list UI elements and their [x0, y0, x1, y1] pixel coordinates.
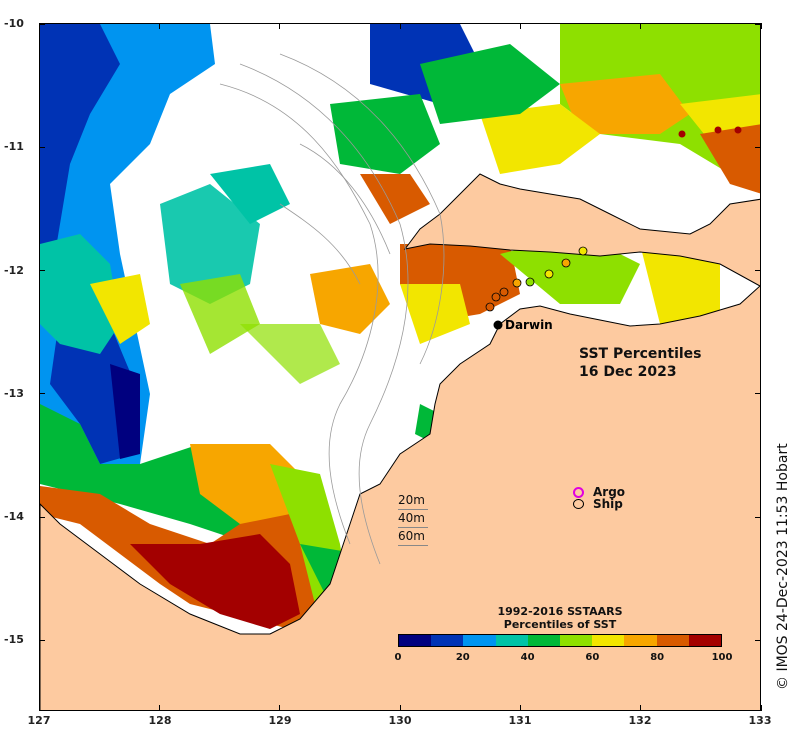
colorbar-swatch: [688, 635, 722, 646]
colorbar-swatch: [463, 635, 496, 646]
colorbar-swatch: [431, 635, 464, 646]
x-tick-mark: [760, 705, 762, 711]
x-tick-mark: [38, 705, 40, 711]
x-tick-mark: [279, 705, 281, 711]
y-tick-mark: [755, 516, 761, 518]
land-mass: [40, 173, 760, 710]
x-tick-mark: [158, 23, 160, 29]
y-tick-mark: [755, 23, 761, 25]
isobaths: [219, 53, 445, 565]
colorbar-tick: 40: [520, 652, 535, 663]
y-tick-mark: [755, 146, 761, 148]
y-tick-label: -12: [4, 264, 24, 277]
map-title: SST Percentiles 16 Dec 2023: [579, 345, 702, 381]
x-tick-label: 127: [27, 714, 51, 727]
symbol-legend: Argo Ship: [573, 486, 625, 510]
colorbar-swatch: [527, 635, 561, 646]
colorbar-tick: 100: [711, 652, 733, 663]
colorbar-swatch: [656, 635, 689, 646]
y-tick-mark: [39, 640, 45, 641]
map-area[interactable]: [39, 23, 761, 711]
colorbar-title-line2: Percentiles of SST: [503, 618, 617, 631]
colorbar: [398, 634, 722, 647]
x-tick-label: 128: [148, 714, 172, 727]
x-tick-mark: [760, 23, 762, 29]
x-tick-mark: [399, 705, 401, 711]
x-tick-mark: [38, 23, 40, 29]
darwin-label: Darwin: [505, 318, 553, 332]
ship-marker-icon: [573, 499, 584, 509]
y-tick-mark: [755, 393, 761, 395]
colorbar-swatch: [592, 635, 625, 646]
x-tick-mark: [158, 705, 160, 711]
colorbar-tick: 0: [394, 652, 402, 663]
y-tick-mark: [39, 270, 45, 272]
x-tick-label: 132: [628, 714, 652, 727]
x-tick-mark: [640, 705, 642, 711]
y-tick-mark: [39, 23, 45, 25]
colorbar-tick: 80: [650, 652, 665, 663]
y-tick-label: -10: [4, 17, 24, 30]
x-tick-label: 129: [268, 714, 292, 727]
colorbar-tick: 20: [455, 652, 470, 663]
argo-label: Argo: [593, 485, 626, 499]
y-tick-mark: [39, 516, 45, 518]
y-tick-label: -14: [4, 510, 24, 523]
depth-40m: 40m: [398, 510, 428, 528]
colorbar-swatch: [399, 635, 432, 646]
depth-legend: 20m 40m 60m: [398, 492, 428, 546]
x-tick-mark: [399, 23, 401, 29]
y-tick-mark: [39, 393, 45, 395]
colorbar-swatch: [624, 635, 657, 646]
map-title-line2: 16 Dec 2023: [579, 364, 677, 380]
y-tick-label: -11: [4, 140, 24, 153]
colorbar-ticks: 0 20 40 60 80 100: [394, 652, 733, 666]
ship-label: Ship: [593, 497, 623, 511]
y-tick-mark: [755, 270, 761, 272]
darwin-marker: [493, 320, 503, 330]
depth-20m: 20m: [398, 492, 428, 510]
colorbar-swatch: [495, 635, 528, 646]
colorbar-tick: 60: [585, 652, 600, 663]
sst-percentile-field: [40, 24, 760, 634]
x-tick-label: 130: [388, 714, 412, 727]
colorbar-title-line1: 1992-2016 SSTAARS: [497, 605, 623, 618]
copyright-credit: © IMOS 24-Dec-2023 11:53 Hobart: [775, 443, 791, 690]
x-tick-label: 133: [748, 714, 772, 727]
y-tick-label: -15: [4, 633, 24, 646]
y-tick-mark: [39, 146, 45, 148]
depth-60m: 60m: [398, 528, 428, 546]
y-tick-mark: [755, 640, 761, 641]
x-tick-mark: [640, 23, 642, 29]
colorbar-swatch: [560, 635, 593, 646]
x-tick-label: 131: [508, 714, 532, 727]
map-title-line1: SST Percentiles: [579, 346, 702, 362]
argo-marker-icon: [573, 486, 584, 498]
sst-map: [40, 24, 760, 710]
x-tick-mark: [519, 705, 521, 711]
ship-track: [485, 126, 742, 312]
x-tick-mark: [519, 23, 521, 29]
y-tick-label: -13: [4, 387, 24, 400]
colorbar-title: 1992-2016 SSTAARS Percentiles of SST: [470, 605, 650, 631]
x-tick-mark: [279, 23, 281, 29]
